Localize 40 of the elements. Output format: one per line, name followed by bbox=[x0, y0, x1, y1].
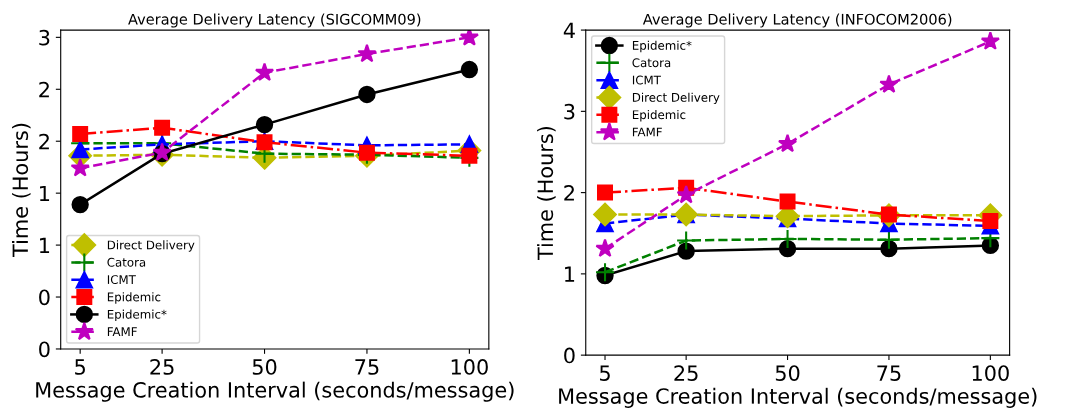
legend-label: ICMT bbox=[107, 275, 136, 285]
legend-label: Epidemic* bbox=[632, 40, 692, 53]
legend-label: FAMF bbox=[107, 327, 137, 336]
legend-label: Epidemic bbox=[107, 292, 161, 304]
y-tick-label: 2 bbox=[39, 81, 49, 98]
legend-label: Epidemic* bbox=[107, 309, 167, 322]
y-tick-label: 2 bbox=[564, 185, 574, 201]
x-tick-label: 25 bbox=[674, 365, 698, 381]
legend-label: ICMT bbox=[632, 75, 661, 85]
legend-label: Direct Delivery bbox=[107, 240, 195, 252]
chart-title: Average Delivery Latency (SIGCOMM09) bbox=[128, 13, 421, 28]
legend-label: FAMF bbox=[632, 127, 662, 137]
x-axis-title: Message Creation Interval (seconds/message) bbox=[36, 381, 514, 402]
y-tick-label: 2 bbox=[39, 133, 49, 150]
y-tick-label: 3 bbox=[39, 29, 50, 46]
x-tick-label: 50 bbox=[775, 365, 800, 381]
y-tick-label: 0 bbox=[39, 341, 50, 358]
y-axis-title: Time (Hours) bbox=[537, 126, 556, 261]
x-axis-title: Message Creation Interval (seconds/message) bbox=[559, 387, 1037, 408]
legend-label: Catora bbox=[107, 257, 146, 267]
y-tick-label: 1 bbox=[40, 185, 50, 202]
y-tick-label: 1 bbox=[40, 237, 50, 254]
legend-label: Direct Delivery bbox=[632, 92, 720, 105]
x-tick-label: 5 bbox=[600, 365, 610, 381]
x-tick-label: 5 bbox=[75, 359, 85, 375]
y-tick-label: 4 bbox=[563, 22, 575, 38]
chart-title: Average Delivery Latency (INFOCOM2006) bbox=[642, 13, 952, 28]
x-tick-label: 25 bbox=[150, 359, 174, 375]
x-tick-label: 50 bbox=[252, 359, 277, 375]
y-tick-label: 0 bbox=[39, 289, 50, 306]
x-tick-label: 75 bbox=[355, 359, 379, 375]
y-tick-label: 3 bbox=[564, 103, 575, 120]
x-tick-label: 100 bbox=[451, 359, 488, 375]
x-tick-label: 100 bbox=[972, 365, 1009, 381]
y-tick-label: 1 bbox=[565, 266, 575, 282]
y-axis-title: Time (Hours) bbox=[12, 123, 31, 258]
legend-label: Catora bbox=[632, 58, 671, 68]
x-tick-label: 75 bbox=[877, 365, 901, 381]
legend-label: Epidemic bbox=[632, 110, 686, 122]
y-tick-label: 0 bbox=[564, 347, 575, 364]
